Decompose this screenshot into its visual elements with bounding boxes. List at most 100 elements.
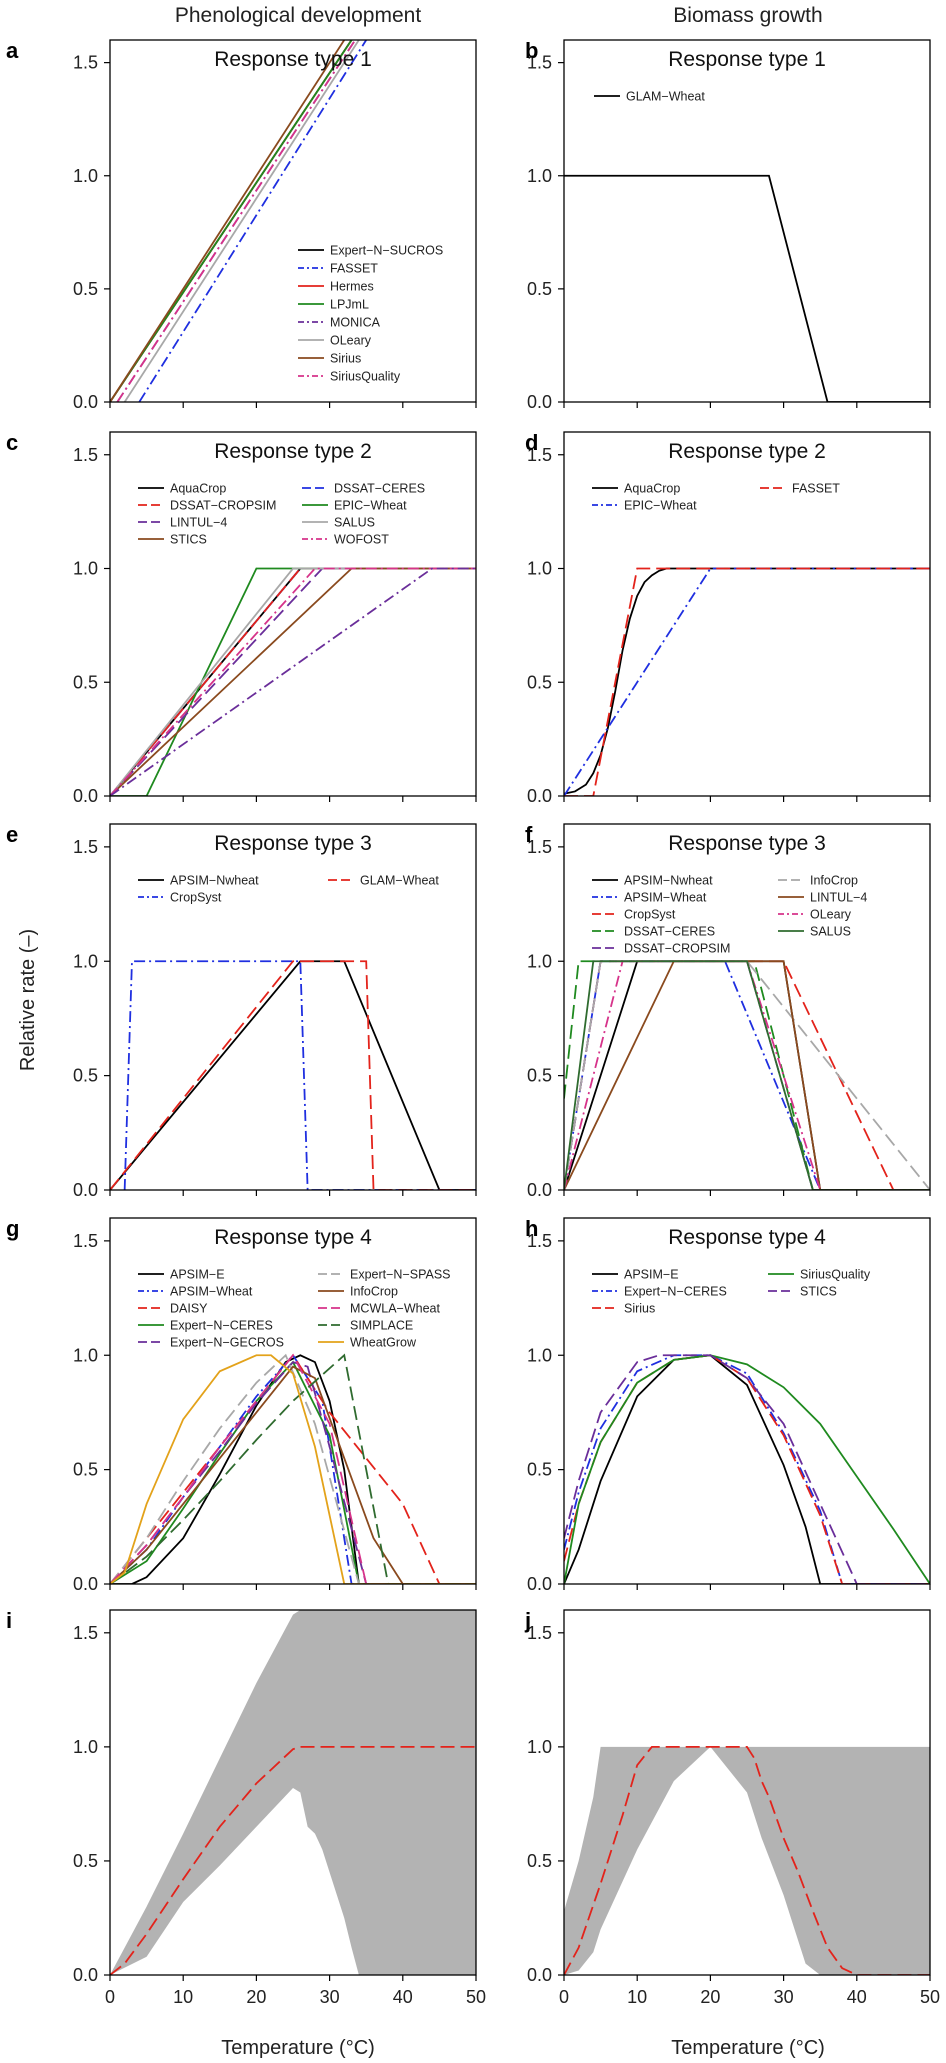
plot-frame xyxy=(109,39,477,403)
legend-label: Expert−N−SPASS xyxy=(350,1268,451,1282)
legend-label: STICS xyxy=(800,1285,837,1299)
x-axis-title-left: Temperature (°C) xyxy=(221,2037,375,2059)
y-tick-label: 1.0 xyxy=(73,1345,98,1365)
x-tick-label: 20 xyxy=(700,1987,720,2007)
x-tick-label: 50 xyxy=(466,1987,486,2007)
series-line-epic-wheat xyxy=(110,567,476,796)
y-tick-label: 0.5 xyxy=(527,279,552,299)
panel-b: 0.0 0.5 1.0 1.5b Response type 1 GLAM−Wheat xyxy=(525,38,931,412)
series-line-sirius xyxy=(564,1354,930,1584)
legend-label: DSSAT−CERES xyxy=(334,482,425,496)
series-line-expert-n-spass xyxy=(110,1353,476,1584)
legend-label: CropSyst xyxy=(624,908,676,922)
y-tick-label: 1.5 xyxy=(527,1623,552,1643)
plot-area-g xyxy=(110,1353,476,1584)
y-tick-label: 1.0 xyxy=(527,1345,552,1365)
legend-label: DSSAT−CERES xyxy=(624,925,715,939)
series-line-expert-n-ceres xyxy=(110,1360,476,1584)
legend: AquaCrop FASSET EPIC−Wheat xyxy=(592,482,840,513)
y-tick-label: 0.5 xyxy=(527,1851,552,1871)
plot-frame xyxy=(563,823,931,1191)
legend-label: OLeary xyxy=(330,334,372,348)
series-line-glam-wheat xyxy=(110,960,476,1190)
y-tick-label: 0.5 xyxy=(73,279,98,299)
panel-letter: d xyxy=(525,430,538,455)
x-axis-title-right: Temperature (°C) xyxy=(671,2037,825,2059)
series-line-dssat-ceres xyxy=(110,567,476,796)
legend-label: Expert−N−SUCROS xyxy=(330,244,443,258)
panel-e: 0.0 0.5 1.0 1.5 e Response type 3 APSIM−Nwheat… xyxy=(6,822,477,1200)
panel-f: 0.0 0.5 1.0 1.5f Response type 3 APSIM−Nwheat… xyxy=(525,822,931,1200)
series-line-glam-wheat xyxy=(564,174,930,402)
legend-label: CropSyst xyxy=(170,891,222,905)
legend-label: AquaCrop xyxy=(170,482,226,496)
y-tick-label: 0.5 xyxy=(73,1851,98,1871)
legend-label: DAISY xyxy=(170,1302,208,1316)
legend: APSIM−E APSIM−Wheat DAISY Expert−N−CERES Exp… xyxy=(138,1268,451,1350)
series-line-sirius xyxy=(110,40,345,402)
series-line-lintul-4 xyxy=(564,960,930,1190)
series-line-curve-8 xyxy=(110,567,476,796)
y-tick-label: 0.0 xyxy=(73,392,98,412)
y-axis-title: Relative rate (–) xyxy=(17,929,39,1071)
panel-title: Response type 3 xyxy=(668,832,826,855)
legend: GLAM−Wheat xyxy=(594,90,705,104)
y-tick-label: 1.5 xyxy=(527,837,552,857)
legend-label: InfoCrop xyxy=(810,874,858,888)
series-line-fasset xyxy=(138,40,367,402)
y-tick-label: 0.5 xyxy=(527,1460,552,1480)
x-tick-label: 10 xyxy=(627,1987,647,2007)
panel-g: 0.00.51.01.5g Response type 4APSIM−EAPSIM… xyxy=(6,1216,477,1594)
y-tick-label: 1.5 xyxy=(73,53,98,73)
series-line-stics xyxy=(564,1354,930,1584)
x-tick-label: 0 xyxy=(105,1987,115,2007)
legend-label: SALUS xyxy=(810,925,851,939)
plot-frame xyxy=(109,1609,477,1976)
panel-title: Response type 2 xyxy=(214,440,372,463)
plot-frame xyxy=(563,1609,931,1976)
series-line-cropsyst xyxy=(123,960,476,1190)
y-tick-label: 1.0 xyxy=(527,166,552,186)
panel-a: 0.0 0.5 1.0 1.5 a Response type 1 Expert−N−SUC… xyxy=(6,38,477,412)
y-tick-label: 1.5 xyxy=(527,53,552,73)
legend: APSIM−E Expert−N−CERES Sirius SiriusQuality… xyxy=(592,1268,871,1316)
legend-label: APSIM−E xyxy=(170,1268,225,1282)
y-tick-label: 0.0 xyxy=(527,1180,552,1200)
legend-label: GLAM−Wheat xyxy=(626,90,705,104)
series-line-apsim-e xyxy=(564,1354,930,1584)
panel-title: Response type 2 xyxy=(668,440,826,463)
x-tick-label: 30 xyxy=(320,1987,340,2007)
series-line-apsim-wheat xyxy=(564,960,930,1190)
x-tick-label: 40 xyxy=(847,1987,867,2007)
plot-frame xyxy=(109,823,477,1191)
series-line-oleary xyxy=(123,40,360,402)
series-line-lpjml xyxy=(110,40,353,402)
y-tick-label: 0.5 xyxy=(73,672,98,692)
legend-label: MONICA xyxy=(330,316,381,330)
plot-frame xyxy=(563,39,931,403)
legend-label: DSSAT−CROPSIM xyxy=(170,499,276,513)
panel-title: Response type 4 xyxy=(214,1226,372,1249)
series-line-apsim-nwheat xyxy=(110,960,476,1190)
legend-label: Expert−N−GECROS xyxy=(170,1336,284,1350)
y-tick-label: 1.0 xyxy=(73,166,98,186)
y-tick-label: 1.5 xyxy=(73,1623,98,1643)
left-column-title: Phenological development xyxy=(175,4,422,27)
series-line-apsim-e xyxy=(110,1354,476,1584)
plot-area-c xyxy=(110,567,476,796)
y-tick-label: 0.0 xyxy=(73,1574,98,1594)
legend-label: SIMPLACE xyxy=(350,1319,413,1333)
y-tick-label: 1.5 xyxy=(73,837,98,857)
legend-label: Hermes xyxy=(330,280,374,294)
series-line-curve-0 xyxy=(110,1745,476,1975)
series-line-infocrop xyxy=(110,1365,476,1584)
plot-frame xyxy=(563,431,931,797)
panel-letter: g xyxy=(6,1216,19,1241)
plot-frame xyxy=(109,1217,477,1585)
panel-title: Response type 1 xyxy=(214,48,372,71)
series-line-expert-n-gecros xyxy=(110,1361,476,1584)
legend-label: Sirius xyxy=(330,352,361,366)
legend-label: EPIC−Wheat xyxy=(334,499,407,513)
panel-j: 0.0 0.5 1.0 1.5 0 10 20 30 40 50 j xyxy=(524,1608,940,2007)
y-tick-label: 1.5 xyxy=(73,445,98,465)
